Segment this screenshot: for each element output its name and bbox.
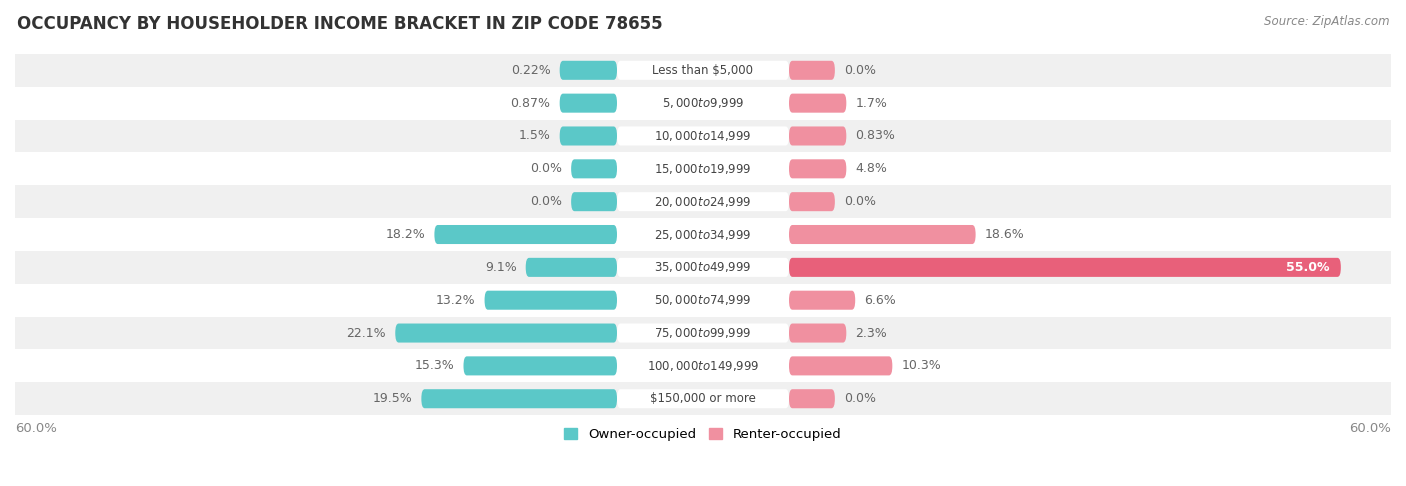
Text: 0.22%: 0.22%	[510, 64, 551, 77]
Text: 22.1%: 22.1%	[346, 327, 387, 340]
Bar	[15, 54, 1391, 87]
Text: $35,000 to $49,999: $35,000 to $49,999	[654, 260, 752, 275]
FancyBboxPatch shape	[526, 258, 617, 277]
Bar	[15, 218, 1391, 251]
Bar	[15, 382, 1391, 415]
FancyBboxPatch shape	[617, 291, 789, 310]
FancyBboxPatch shape	[789, 324, 846, 343]
Text: 0.0%: 0.0%	[844, 392, 876, 405]
Text: 0.0%: 0.0%	[530, 195, 562, 208]
FancyBboxPatch shape	[571, 192, 617, 211]
Bar	[15, 185, 1391, 218]
Bar	[15, 349, 1391, 382]
Text: 55.0%: 55.0%	[1286, 261, 1329, 274]
Text: $20,000 to $24,999: $20,000 to $24,999	[654, 195, 752, 208]
Text: 19.5%: 19.5%	[373, 392, 412, 405]
FancyBboxPatch shape	[560, 126, 617, 145]
Text: 0.0%: 0.0%	[844, 195, 876, 208]
FancyBboxPatch shape	[617, 258, 789, 277]
FancyBboxPatch shape	[789, 61, 835, 80]
Text: Source: ZipAtlas.com: Source: ZipAtlas.com	[1264, 15, 1389, 28]
FancyBboxPatch shape	[571, 159, 617, 178]
FancyBboxPatch shape	[617, 126, 789, 145]
Text: 10.3%: 10.3%	[901, 359, 941, 372]
FancyBboxPatch shape	[789, 192, 835, 211]
Text: $75,000 to $99,999: $75,000 to $99,999	[654, 326, 752, 340]
FancyBboxPatch shape	[789, 356, 893, 375]
Text: $150,000 or more: $150,000 or more	[650, 392, 756, 405]
Text: 60.0%: 60.0%	[1350, 422, 1391, 435]
FancyBboxPatch shape	[617, 356, 789, 375]
Text: 0.83%: 0.83%	[855, 129, 896, 142]
FancyBboxPatch shape	[789, 159, 846, 178]
Text: $100,000 to $149,999: $100,000 to $149,999	[647, 359, 759, 373]
FancyBboxPatch shape	[617, 324, 789, 343]
Text: $50,000 to $74,999: $50,000 to $74,999	[654, 293, 752, 307]
FancyBboxPatch shape	[789, 126, 846, 145]
Bar	[15, 87, 1391, 120]
FancyBboxPatch shape	[617, 192, 789, 211]
FancyBboxPatch shape	[789, 225, 976, 244]
FancyBboxPatch shape	[434, 225, 617, 244]
Bar	[15, 284, 1391, 316]
Bar	[15, 120, 1391, 153]
FancyBboxPatch shape	[560, 94, 617, 113]
FancyBboxPatch shape	[422, 389, 617, 408]
FancyBboxPatch shape	[464, 356, 617, 375]
Text: Less than $5,000: Less than $5,000	[652, 64, 754, 77]
FancyBboxPatch shape	[617, 61, 789, 80]
Legend: Owner-occupied, Renter-occupied: Owner-occupied, Renter-occupied	[560, 423, 846, 446]
Text: 1.5%: 1.5%	[519, 129, 551, 142]
FancyBboxPatch shape	[617, 389, 789, 408]
Text: $5,000 to $9,999: $5,000 to $9,999	[662, 96, 744, 110]
Text: 13.2%: 13.2%	[436, 294, 475, 307]
FancyBboxPatch shape	[789, 94, 846, 113]
FancyBboxPatch shape	[617, 159, 789, 178]
Text: 1.7%: 1.7%	[855, 97, 887, 110]
Text: $10,000 to $14,999: $10,000 to $14,999	[654, 129, 752, 143]
Bar	[15, 316, 1391, 349]
Text: 0.0%: 0.0%	[530, 162, 562, 175]
Text: 60.0%: 60.0%	[15, 422, 56, 435]
FancyBboxPatch shape	[395, 324, 617, 343]
Text: 0.0%: 0.0%	[844, 64, 876, 77]
Text: 4.8%: 4.8%	[855, 162, 887, 175]
Text: 15.3%: 15.3%	[415, 359, 454, 372]
Text: 9.1%: 9.1%	[485, 261, 516, 274]
Text: 18.2%: 18.2%	[385, 228, 425, 241]
Text: $25,000 to $34,999: $25,000 to $34,999	[654, 227, 752, 242]
Text: 0.87%: 0.87%	[510, 97, 551, 110]
Text: 2.3%: 2.3%	[855, 327, 887, 340]
Text: 18.6%: 18.6%	[984, 228, 1025, 241]
Text: $15,000 to $19,999: $15,000 to $19,999	[654, 162, 752, 176]
Bar	[15, 153, 1391, 185]
FancyBboxPatch shape	[789, 291, 855, 310]
Text: OCCUPANCY BY HOUSEHOLDER INCOME BRACKET IN ZIP CODE 78655: OCCUPANCY BY HOUSEHOLDER INCOME BRACKET …	[17, 15, 662, 33]
Text: 6.6%: 6.6%	[865, 294, 896, 307]
FancyBboxPatch shape	[485, 291, 617, 310]
FancyBboxPatch shape	[560, 61, 617, 80]
FancyBboxPatch shape	[789, 389, 835, 408]
FancyBboxPatch shape	[789, 258, 1341, 277]
FancyBboxPatch shape	[617, 225, 789, 244]
Bar	[15, 251, 1391, 284]
FancyBboxPatch shape	[617, 94, 789, 113]
